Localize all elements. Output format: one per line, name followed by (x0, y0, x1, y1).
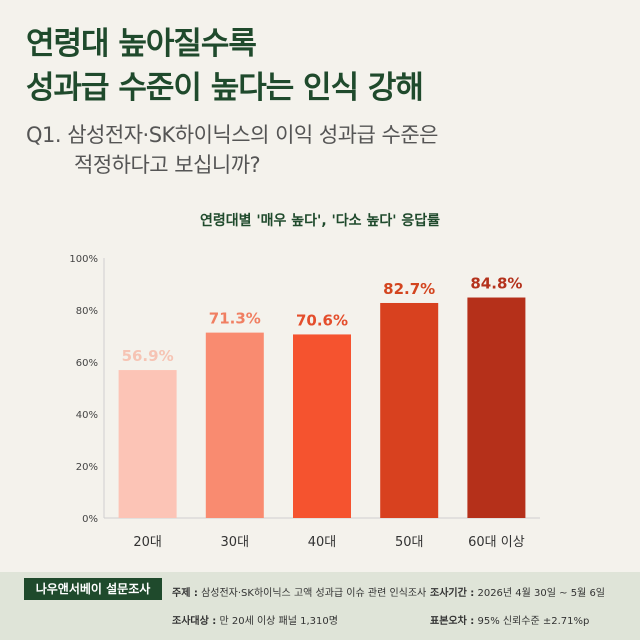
footer-error: 표본오차 : 95% 신뢰수준 ±2.71%p (430, 612, 589, 627)
footer-period: 조사기간 : 2026년 4월 30일 ~ 5월 6일 (430, 584, 605, 599)
bar-value-label: 82.7% (383, 280, 435, 298)
bar-value-label: 71.3% (209, 310, 261, 328)
bar (118, 370, 177, 518)
y-tick-label: 0% (82, 514, 98, 525)
x-tick-label: 50대 (395, 535, 424, 550)
footer-target: 조사대상 : 만 20세 이상 패널 1,310명 (172, 612, 338, 627)
footer-period-value: 2026년 4월 30일 ~ 5월 6일 (477, 588, 606, 599)
y-tick-label: 20% (76, 462, 98, 473)
bar (380, 302, 439, 518)
bar-value-label: 56.9% (122, 347, 174, 365)
headline-line-1: 연령대 높아질수록 (26, 26, 257, 62)
bar-value-label: 70.6% (296, 311, 348, 329)
y-tick-label: 100% (69, 254, 98, 265)
y-tick-label: 80% (76, 306, 98, 317)
bar (293, 334, 351, 518)
brand-badge: 나우앤서베이 설문조사 (24, 578, 162, 600)
y-tick-label: 40% (76, 410, 98, 421)
x-tick-label: 20대 (133, 535, 162, 550)
footer-subject-key: 주제 : (172, 588, 198, 599)
footer-error-value: 95% 신뢰수준 ±2.71%p (477, 616, 590, 627)
headline-line-2: 성과급 수준이 높다는 인식 강해 (26, 70, 424, 106)
footer-target-value: 만 20세 이상 패널 1,310명 (219, 616, 338, 627)
bar-value-label: 84.8% (470, 275, 522, 293)
x-tick-label: 30대 (221, 535, 250, 550)
footer-subject: 주제 : 삼성전자·SK하이닉스 고액 성과급 이슈 관련 인식조사 (172, 584, 426, 599)
footer-period-key: 조사기간 : (430, 588, 475, 599)
chart-title: 연령대별 '매우 높다', '다소 높다' 응답률 (199, 213, 441, 229)
question-line-2: 적정하다고 보십니까? (74, 153, 261, 177)
headline: 연령대 높아질수록 성과급 수준이 높다는 인식 강해 (26, 22, 424, 110)
bar-chart: 0% 20% 40% 60% 80% 100% 56.9% 20대 71.3% 30대 70.6% 4… (69, 254, 540, 550)
question-line-1: Q1. 삼성전자·SK하이닉스의 이익 성과급 수준은 (26, 123, 438, 147)
footer-error-key: 표본오차 : (430, 616, 475, 627)
y-tick-label: 60% (76, 358, 98, 369)
x-tick-label: 40대 (308, 535, 337, 550)
footer-target-key: 조사대상 : (172, 616, 217, 627)
x-tick-label: 60대 이상 (468, 535, 525, 550)
footer: 나우앤서베이 설문조사 주제 : 삼성전자·SK하이닉스 고액 성과급 이슈 관… (0, 572, 640, 640)
question: Q1. 삼성전자·SK하이닉스의 이익 성과급 수준은 적정하다고 보십니까? (26, 120, 626, 180)
footer-subject-value: 삼성전자·SK하이닉스 고액 성과급 이슈 관련 인식조사 (201, 588, 427, 599)
bar (205, 332, 264, 518)
bar (467, 297, 526, 518)
